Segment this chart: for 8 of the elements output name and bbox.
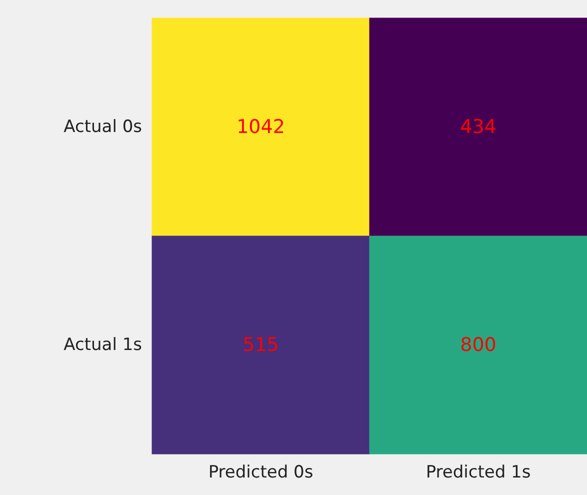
y-tick-label: Actual 1s [64, 335, 142, 355]
data-label: 800 [460, 334, 496, 356]
data-label: 1042 [236, 116, 285, 138]
x-tick-label: Predicted 0s [208, 462, 314, 482]
data-label: 515 [242, 334, 279, 356]
data-label: 434 [460, 116, 496, 138]
x-tick-label: Predicted 1s [426, 462, 531, 482]
y-tick-label: Actual 0s [64, 117, 142, 137]
